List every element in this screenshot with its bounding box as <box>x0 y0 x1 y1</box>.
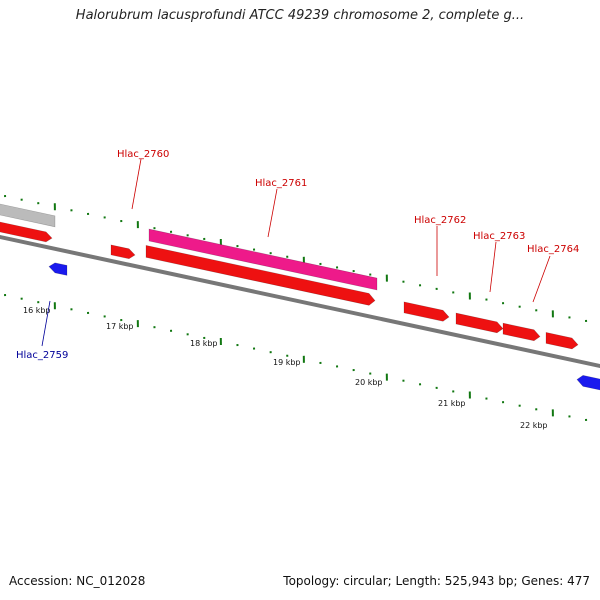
forward-gene-arrow[interactable] <box>0 221 53 243</box>
gene-hlac-2761-arrow[interactable] <box>145 245 376 306</box>
scale-label-16kbp: 16 kbp <box>23 306 51 315</box>
gene-label-hlac-2764[interactable]: Hlac_2764 <box>527 244 579 255</box>
scale-labels: 16 kbp 17 kbp 18 kbp 19 kbp 20 kbp 21 kb… <box>23 306 548 430</box>
label-leader-hlac-2760 <box>131 158 142 210</box>
label-leader-hlac-2761 <box>267 188 278 238</box>
scale-label-20kbp: 20 kbp <box>355 378 383 387</box>
accession-text: Accession: NC_012028 <box>9 574 146 588</box>
forward-gene-arrow-right[interactable] <box>545 332 579 350</box>
gene-label-hlac-2759[interactable]: Hlac_2759 <box>16 350 68 361</box>
gene-label-hlac-2761[interactable]: Hlac_2761 <box>255 178 307 189</box>
gene-hlac-2763-arrow[interactable] <box>455 312 504 334</box>
gene-label-hlac-2760[interactable]: Hlac_2760 <box>117 149 169 160</box>
top-tick-track <box>4 195 588 323</box>
label-leader-hlac-2759 <box>41 300 51 347</box>
scale-label-17kbp: 17 kbp <box>106 322 134 331</box>
map-title: Halorubrum lacusprofundi ATCC 49239 chro… <box>75 8 525 23</box>
label-leader-hlac-2763 <box>489 241 497 293</box>
gene-hlac-2764-arrow[interactable] <box>502 322 541 342</box>
gene-labels: Hlac_2759 Hlac_2760 Hlac_2761 Hlac_2762 … <box>16 149 579 361</box>
gene-hlac-2760-arrow[interactable] <box>110 244 136 260</box>
reverse-gene-arrow-right[interactable] <box>576 375 600 391</box>
gene-label-hlac-2762[interactable]: Hlac_2762 <box>414 215 466 226</box>
scale-label-21kbp: 21 kbp <box>438 399 466 408</box>
gene-hlac-2761-highlight-bar[interactable] <box>148 228 378 291</box>
grey-feature-bar[interactable] <box>0 203 56 228</box>
bottom-tick-track <box>4 294 588 422</box>
genome-stats-text: Topology: circular; Length: 525,943 bp; … <box>283 574 590 588</box>
gene-hlac-2759-arrow[interactable] <box>48 262 68 276</box>
scale-label-19kbp: 19 kbp <box>273 358 301 367</box>
scale-label-18kbp: 18 kbp <box>190 339 218 348</box>
feature-layer <box>0 203 600 391</box>
gene-label-hlac-2763[interactable]: Hlac_2763 <box>473 231 525 242</box>
label-leader-hlac-2764 <box>532 255 551 303</box>
scale-label-22kbp: 22 kbp <box>520 421 548 430</box>
gene-hlac-2762-arrow[interactable] <box>403 301 450 322</box>
chromosome-backbone <box>0 234 600 369</box>
